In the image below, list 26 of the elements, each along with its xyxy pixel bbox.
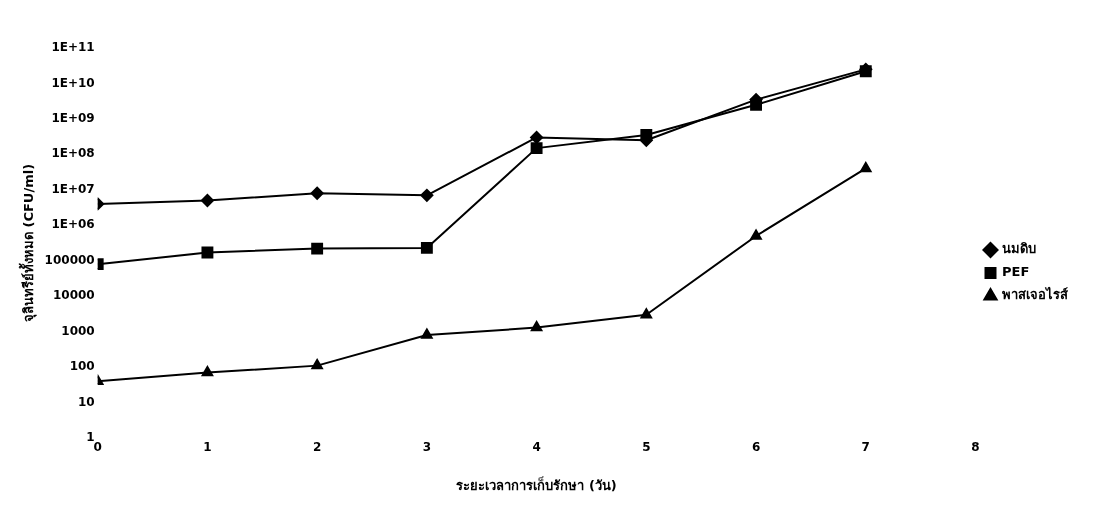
x-tick-label: 1	[203, 440, 212, 455]
y-axis-title: จุลินทรีย์ทั้งหมด (CFU/ml)	[18, 163, 38, 323]
x-axis-title: ระยะเวลาการเก็บรักษา (วัน)	[456, 475, 617, 493]
y-tick-label: 1E+11	[51, 40, 95, 55]
y-tick-label: 10000	[52, 288, 95, 303]
y-tick-label: 1	[86, 430, 95, 445]
x-tick-label: 2	[312, 440, 322, 455]
x-tick-label: 0	[93, 440, 102, 455]
y-tick-label: 100	[69, 359, 95, 374]
legend-label: นมดิบ	[1002, 241, 1036, 257]
x-tick-label: 8	[971, 440, 980, 455]
y-tick-label: 1E+10	[51, 75, 95, 90]
y-tick-label: 1E+06	[51, 217, 95, 232]
legend-label: พาสเจอไรส์	[1002, 286, 1068, 303]
y-tick-label: 1000	[61, 323, 95, 338]
x-tick-label: 4	[532, 440, 541, 455]
x-tick-label: 5	[642, 440, 651, 455]
y-tick-label: 100000	[44, 252, 95, 267]
y-tick-label: 10	[77, 394, 95, 409]
legend-label: PEF	[1002, 264, 1030, 280]
y-tick-label: 1E+09	[51, 111, 95, 126]
x-tick-label: 6	[751, 440, 761, 455]
y-tick-label: 1E+08	[51, 146, 95, 161]
x-tick-label: 7	[861, 440, 870, 455]
y-tick-label: 1E+07	[51, 181, 95, 196]
x-tick-label: 3	[422, 440, 432, 455]
